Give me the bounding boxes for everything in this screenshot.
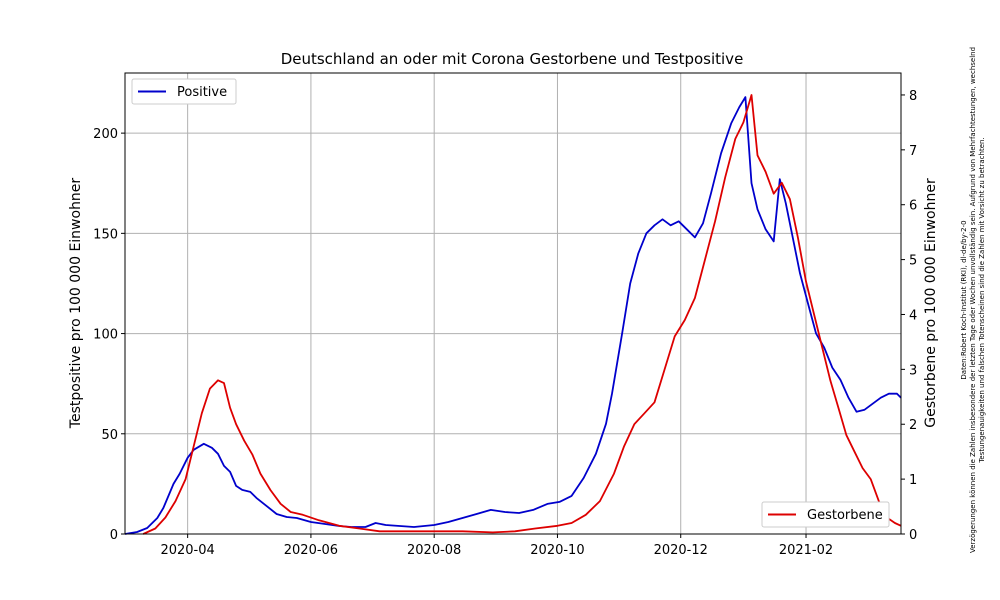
chart-title: Deutschland an oder mit Corona Gestorben… — [281, 50, 744, 68]
right-tick-label: 5 — [909, 254, 917, 269]
legend-gestorbene: Gestorbene — [761, 501, 890, 528]
x-tick-label: 2020-12 — [654, 543, 708, 558]
right-tick-label: 2 — [909, 418, 917, 433]
series-line-gestorbene — [142, 94, 902, 535]
plot-frame — [124, 72, 902, 535]
left-axis-label: Testpositive pro 100 000 Einwohner — [68, 178, 84, 430]
x-tick-label: 2020-06 — [284, 543, 338, 558]
plot-area: 2020-04 2020-06 2020-08 2020-10 2020-12 2021-… — [93, 72, 917, 558]
right-tick-label: 8 — [909, 89, 917, 104]
right-tick-label: 3 — [909, 363, 917, 378]
left-tick-label: 50 — [101, 428, 118, 443]
right-axis-label: Gestorbene pro 100 000 Einwohner — [923, 178, 939, 428]
source-note-line1: Daten:Robert Koch-Institut (RKI), dl-de/… — [960, 220, 968, 379]
right-tick-label: 6 — [909, 199, 917, 214]
left-tick-label: 100 — [93, 328, 118, 343]
legend-gestorbene-label: Gestorbene — [807, 508, 883, 523]
source-note: Daten:Robert Koch-Institut (RKI), dl-de/… — [960, 47, 986, 553]
x-tick-label: 2021-02 — [779, 543, 833, 558]
right-tick-label: 4 — [909, 308, 917, 323]
x-tick-label: 2020-04 — [160, 543, 214, 558]
right-tick-label: 7 — [909, 144, 917, 159]
legend-positive-label: Positive — [177, 85, 227, 100]
left-tick-label: 200 — [93, 127, 118, 142]
legend-box — [761, 501, 890, 528]
x-tick-label: 2020-10 — [530, 543, 584, 558]
legend-box — [131, 78, 237, 105]
series-line-positive — [124, 96, 902, 535]
right-tick-label: 0 — [909, 528, 917, 543]
source-note-line2: Verzögerungen können die Zahlen insbeson… — [969, 47, 977, 553]
left-tick-label: 150 — [93, 227, 118, 242]
legend-positive: Positive — [131, 78, 237, 105]
right-tick-label: 1 — [909, 473, 917, 488]
left-tick-label: 0 — [110, 528, 118, 543]
x-tick-label: 2020-08 — [407, 543, 461, 558]
source-note-line3: Testungenauigkeiten und falschen Totensc… — [978, 137, 986, 463]
